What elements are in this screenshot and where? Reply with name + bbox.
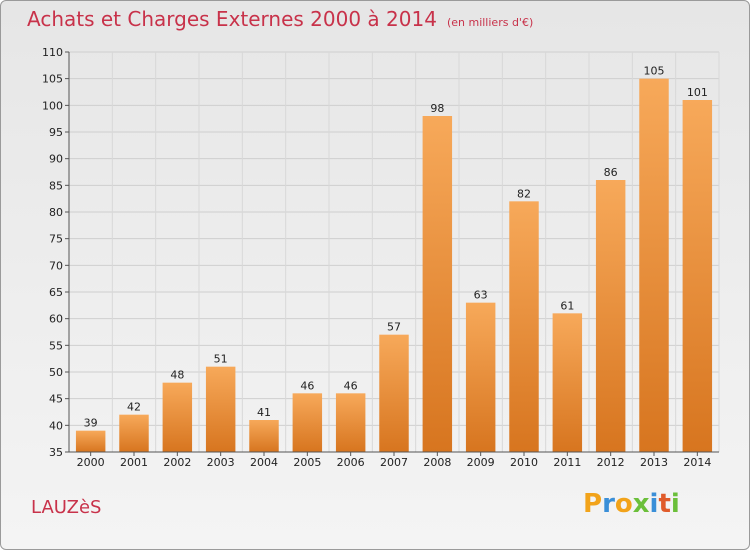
x-tick-label: 2004	[250, 456, 278, 469]
bar-2010	[509, 201, 539, 452]
y-tick-label: 75	[49, 233, 63, 246]
bar-2011	[552, 313, 583, 452]
bar-2004	[249, 420, 279, 452]
logo-letter: i	[649, 489, 659, 519]
proxiti-logo: Proxiti	[583, 489, 680, 519]
x-tick-label: 2007	[380, 456, 408, 469]
data-label-2002: 48	[170, 369, 184, 382]
y-tick-label: 95	[49, 126, 63, 139]
chart-title: Achats et Charges Externes 2000 à 2014	[27, 7, 437, 31]
logo-letter: o	[614, 489, 633, 519]
data-label-2014: 101	[687, 86, 708, 99]
logo-letter: P	[583, 489, 603, 519]
bar-2007	[379, 334, 409, 452]
axes: 35 40 45 50 55 60 65 70 75 80 85 90 95 100 105 110 2000 2…	[42, 46, 719, 469]
logo-letter: t	[658, 489, 671, 519]
data-label-2003: 51	[214, 353, 228, 366]
data-label-2012: 86	[604, 166, 618, 179]
data-label-2005: 46	[300, 379, 314, 392]
y-tick-label: 40	[49, 419, 63, 432]
y-tick-label: 105	[42, 73, 63, 86]
bar-2003	[205, 366, 236, 452]
data-label-2008: 98	[430, 102, 444, 115]
bar-2009	[465, 302, 496, 452]
bars	[75, 78, 713, 453]
bar-2002	[162, 382, 193, 452]
data-label-2000: 39	[84, 417, 98, 430]
chart-header: Achats et Charges Externes 2000 à 2014 (e…	[27, 7, 533, 31]
x-tick-label: 2014	[683, 456, 711, 469]
x-tick-label: 2011	[553, 456, 581, 469]
y-tick-label: 85	[49, 179, 63, 192]
x-tick-label: 2008	[423, 456, 451, 469]
location-name: LAUZèS	[31, 497, 102, 518]
bar-2012	[595, 180, 626, 452]
x-tick-label: 2009	[467, 456, 495, 469]
y-tick-label: 80	[49, 206, 63, 219]
y-tick-label: 110	[42, 46, 63, 59]
y-tick-label: 60	[49, 313, 63, 326]
bar-2013	[639, 78, 669, 453]
data-label-2009: 63	[474, 289, 488, 302]
x-tick-label: 2001	[120, 456, 148, 469]
x-tick-label: 2002	[163, 456, 191, 469]
data-label-2001: 42	[127, 401, 141, 414]
x-tick-label: 2006	[337, 456, 365, 469]
data-label-2013: 105	[644, 65, 665, 78]
data-label-2006: 46	[344, 379, 358, 392]
data-labels: 39 42 48 51 41 46 46 57 98 63 82 61 86 105 101	[84, 65, 708, 430]
y-tick-label: 50	[49, 366, 63, 379]
x-tick-label: 2010	[510, 456, 538, 469]
y-tick-label: 35	[49, 446, 63, 459]
y-tick-label: 90	[49, 153, 63, 166]
y-tick-label: 100	[42, 99, 63, 112]
x-tick-label: 2003	[207, 456, 235, 469]
y-tick-label: 55	[49, 339, 63, 352]
bar-2008	[422, 116, 453, 452]
y-tick-label: 70	[49, 259, 63, 272]
chart-subtitle: (en milliers d'€)	[446, 16, 534, 29]
bar-2006	[335, 393, 366, 452]
y-tick-label: 45	[49, 393, 63, 406]
data-label-2007: 57	[387, 321, 401, 334]
x-tick-label: 2000	[77, 456, 105, 469]
logo-letter: x	[632, 489, 650, 519]
data-label-2011: 61	[560, 299, 574, 312]
y-tick-label: 65	[49, 286, 63, 299]
data-label-2004: 41	[257, 406, 271, 419]
x-tick-label: 2012	[597, 456, 625, 469]
logo-letter: i	[670, 489, 680, 519]
data-label-2010: 82	[517, 187, 531, 200]
bar-2001	[119, 414, 149, 452]
x-tick-label: 2005	[293, 456, 321, 469]
bar-2014	[682, 100, 713, 452]
bar-2000	[75, 430, 106, 452]
bar-2005	[292, 393, 323, 452]
x-tick-label: 2013	[640, 456, 668, 469]
logo-letter: r	[602, 489, 615, 519]
